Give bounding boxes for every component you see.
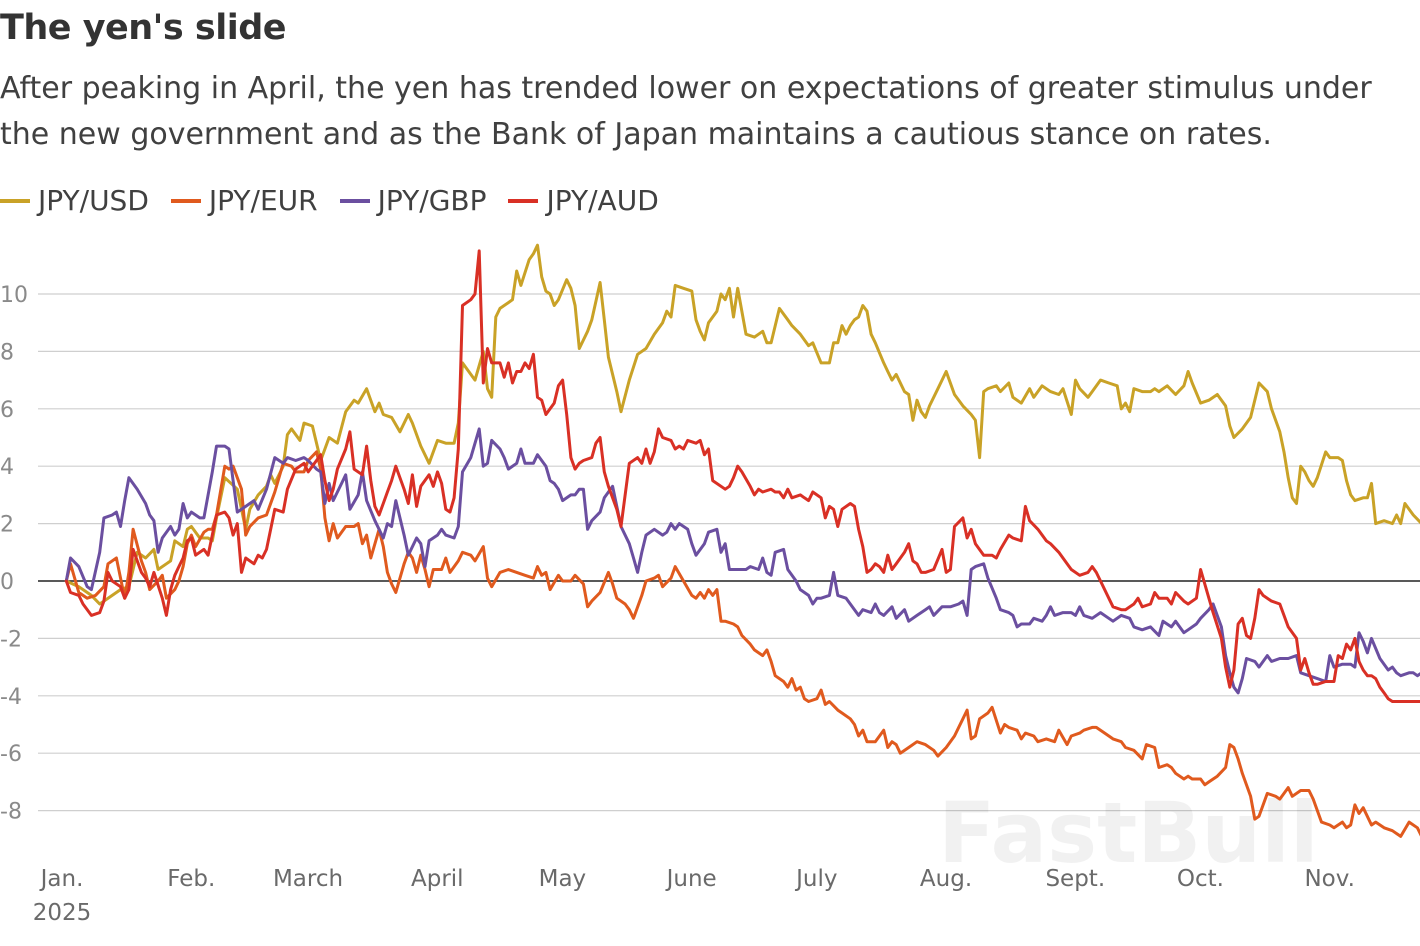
legend-item-jpy-eur: JPY/EUR bbox=[170, 184, 318, 217]
y-tick-label: 4 bbox=[0, 455, 14, 480]
x-tick-label: Nov. bbox=[1304, 866, 1354, 892]
x-tick-label: Jan. bbox=[39, 866, 84, 892]
series-line-jpy-usd bbox=[64, 243, 1420, 606]
legend-label-jpy-eur: JPY/EUR bbox=[208, 184, 318, 217]
watermark: FastBull bbox=[938, 784, 1319, 882]
legend-swatch-jpy-eur bbox=[170, 198, 201, 203]
legend-swatch-jpy-usd bbox=[0, 198, 30, 203]
y-tick-label: -8 bbox=[0, 800, 22, 825]
y-tick-label: 6 bbox=[0, 398, 14, 423]
y-tick-label: 8 bbox=[0, 340, 14, 365]
legend-label-jpy-usd: JPY/USD bbox=[38, 184, 149, 217]
legend-item-jpy-usd: JPY/USD bbox=[0, 184, 149, 217]
legend: JPY/USD JPY/EUR JPY/GBP JPY/AUD bbox=[0, 184, 681, 217]
y-tick-label: 0 bbox=[0, 570, 14, 595]
legend-swatch-jpy-aud bbox=[508, 198, 539, 203]
x-tick-label: March bbox=[273, 866, 343, 892]
y-tick-label: -6 bbox=[0, 742, 22, 767]
series-lines bbox=[64, 243, 1420, 838]
x-tick-label: Aug. bbox=[920, 866, 972, 892]
legend-label-jpy-gbp: JPY/GBP bbox=[377, 184, 487, 217]
chart-title: The yen's slide bbox=[0, 8, 287, 48]
x-tick-label: Feb. bbox=[167, 866, 215, 892]
y-tick-label: 2 bbox=[0, 513, 14, 538]
series-line-jpy-gbp bbox=[64, 427, 1420, 695]
x-year-label: 2025 bbox=[33, 900, 92, 926]
x-tick-label: Oct. bbox=[1177, 866, 1224, 892]
legend-swatch-jpy-gbp bbox=[339, 198, 370, 203]
gridlines bbox=[38, 293, 1420, 812]
watermark-text: FastBull bbox=[938, 784, 1319, 882]
x-tick-label: July bbox=[794, 866, 837, 892]
legend-item-jpy-gbp: JPY/GBP bbox=[339, 184, 487, 217]
x-tick-label: June bbox=[665, 866, 717, 892]
series-line-jpy-eur bbox=[64, 450, 1420, 838]
x-tick-label: Sept. bbox=[1045, 866, 1105, 892]
y-tick-label: -4 bbox=[0, 685, 22, 710]
series-line-jpy-aud bbox=[64, 249, 1420, 703]
x-axis-month-labels: Jan. Feb. March April May June July Aug. Sept. Oc… bbox=[33, 866, 1355, 926]
legend-item-jpy-aud: JPY/AUD bbox=[508, 184, 659, 217]
y-tick-label: 10 bbox=[0, 283, 28, 308]
y-tick-label: -2 bbox=[0, 627, 22, 652]
y-axis-tick-labels: 10 8 6 4 2 0 -2 -4 -6 -8 bbox=[0, 283, 28, 825]
x-tick-label: April bbox=[411, 866, 464, 892]
legend-label-jpy-aud: JPY/AUD bbox=[546, 184, 659, 217]
x-tick-label: May bbox=[539, 866, 587, 892]
chart-subtitle: After peaking in April, the yen has tren… bbox=[0, 71, 1372, 152]
